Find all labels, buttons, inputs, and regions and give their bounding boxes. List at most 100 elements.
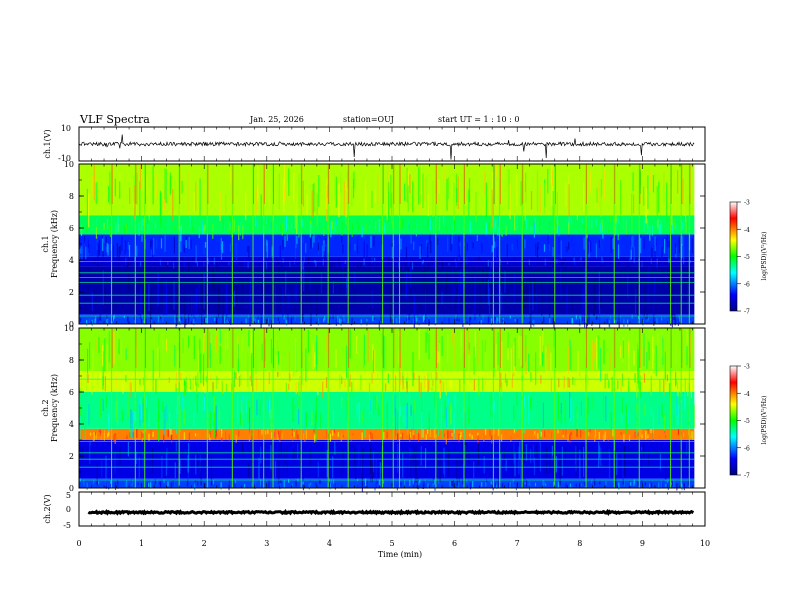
spectrogram-texture xyxy=(510,348,512,380)
spectrogram-texture xyxy=(587,397,589,415)
spectrogram-texture xyxy=(231,383,233,399)
spectrogram-texture xyxy=(397,433,399,442)
spectrogram-texture xyxy=(495,401,497,416)
spectrogram-texture xyxy=(83,479,85,486)
spectrogram-texture xyxy=(123,239,125,250)
spectrogram-texture xyxy=(644,404,646,417)
spectrogram-texture xyxy=(571,288,573,312)
spectrogram-texture xyxy=(151,246,153,256)
spectrogram-texture xyxy=(381,220,383,226)
spectrogram-texture xyxy=(419,165,421,204)
spectrogram-texture xyxy=(566,289,568,307)
spectrogram-texture xyxy=(299,280,301,306)
spectrogram-texture xyxy=(295,432,297,439)
colorbar-tick-label: -6 xyxy=(744,445,750,452)
spectrogram-texture xyxy=(106,242,108,253)
spectrogram-texture xyxy=(284,185,286,202)
spectrogram-texture xyxy=(572,401,574,424)
spectrogram-texture xyxy=(602,393,605,418)
spectrogram-texture xyxy=(485,222,487,235)
spectrogram-texture xyxy=(175,440,177,452)
spectrogram-texture xyxy=(116,243,118,257)
spectrogram-texture xyxy=(225,319,227,322)
spectrogram-texture xyxy=(526,280,528,307)
spectrogram-texture xyxy=(87,221,89,228)
spectrogram-texture xyxy=(414,455,416,475)
spectrogram-texture xyxy=(570,237,572,248)
spectrogram-texture xyxy=(133,411,135,421)
spectrogram-texture xyxy=(190,262,192,267)
spectrogram-texture xyxy=(651,218,653,234)
xtick-label: 7 xyxy=(515,539,520,548)
spectrogram-texture xyxy=(671,223,674,233)
spectrogram-texture xyxy=(156,479,159,485)
spectrogram-texture xyxy=(127,242,129,250)
spectrogram-texture xyxy=(116,400,119,426)
ytick-label: 2 xyxy=(69,288,74,297)
spectrogram-texture xyxy=(533,222,535,238)
spectrogram-texture xyxy=(639,381,641,398)
spectrogram-texture xyxy=(254,318,256,323)
spectrogram-texture xyxy=(364,414,366,438)
spectrogram-texture xyxy=(633,194,635,214)
spectrogram-texture xyxy=(409,278,411,315)
spectrogram-texture xyxy=(485,182,487,219)
spectrogram-texture xyxy=(418,319,420,326)
spectrogram-texture xyxy=(179,406,181,432)
spectrogram-texture xyxy=(191,292,193,317)
spectrogram-texture xyxy=(273,431,276,438)
spectrogram-texture xyxy=(157,273,159,307)
spectrogram-texture xyxy=(646,352,648,369)
spectrogram-texture xyxy=(523,290,526,314)
spectrogram-texture xyxy=(481,242,483,253)
spectrogram-texture xyxy=(569,483,571,487)
spectrogram-texture xyxy=(676,395,678,416)
spectrogram-texture xyxy=(675,224,677,231)
spectrogram-texture xyxy=(533,275,535,302)
spectrogram-texture xyxy=(491,245,493,253)
spectrogram-texture xyxy=(574,258,576,267)
spectrogram-texture xyxy=(93,479,95,484)
spectrogram-texture xyxy=(661,315,663,319)
spectrogram-texture xyxy=(603,169,605,199)
spectrogram-texture xyxy=(101,459,103,478)
spectrogram-texture xyxy=(588,215,590,231)
spectrogram-texture xyxy=(484,340,486,352)
spectrogram-texture xyxy=(388,259,390,266)
spectrogram-texture xyxy=(412,351,414,387)
spectrogram-texture xyxy=(549,244,551,252)
spectrogram-texture xyxy=(418,167,420,205)
spectrogram-texture xyxy=(634,373,636,383)
spectrogram-texture xyxy=(333,218,335,225)
spectrogram-texture xyxy=(609,315,612,320)
spectrogram-texture xyxy=(315,411,317,441)
spectrogram-texture xyxy=(250,329,252,356)
spectrogram-texture xyxy=(429,429,431,437)
spectrogram-texture xyxy=(255,188,257,214)
spectrogram-texture xyxy=(625,404,627,434)
spectrogram-texture xyxy=(517,259,519,263)
spectrogram-band xyxy=(79,392,695,429)
spectrogram-texture xyxy=(537,242,539,250)
spectrogram-texture xyxy=(194,480,196,483)
spectrogram-texture xyxy=(391,257,393,265)
spectrogram-texture xyxy=(342,434,344,438)
spectrogram-texture xyxy=(192,257,194,261)
spectrogram-texture xyxy=(443,315,446,323)
spectrogram-texture xyxy=(514,256,516,261)
spectrogram-texture xyxy=(532,282,534,311)
spectrogram-texture xyxy=(101,433,103,441)
spectrogram-texture xyxy=(583,259,585,266)
spectrogram-texture xyxy=(184,381,186,397)
spectrogram-texture xyxy=(344,317,346,322)
spectrogram-texture xyxy=(667,479,669,482)
spectrogram-texture xyxy=(539,336,541,365)
spectrogram-texture xyxy=(188,259,190,266)
spectrogram-texture xyxy=(184,273,186,287)
spectrogram-texture xyxy=(214,318,216,322)
spectrogram-texture xyxy=(310,482,312,486)
spectrogram-texture xyxy=(488,287,491,322)
spectrogram-texture xyxy=(645,430,647,440)
spectrogram-texture xyxy=(194,240,196,258)
spectrogram-texture xyxy=(136,429,138,438)
